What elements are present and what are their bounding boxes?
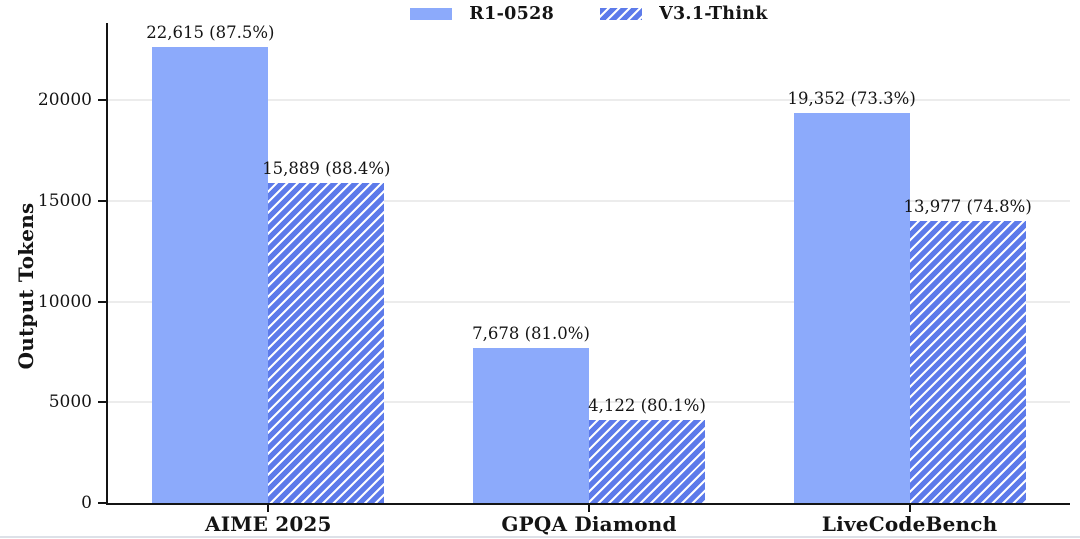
- bar-value-label-r1-0528-gpqa-diamond: 7,678 (81.0%): [472, 324, 590, 343]
- legend-swatch-solid: [410, 8, 453, 20]
- legend-label-r1-0528: R1-0528: [469, 4, 555, 24]
- bar-value-label-v3-1-think-gpqa-diamond: 4,122 (80.1%): [588, 396, 706, 415]
- bar-value-label-r1-0528-aime-2025: 22,615 (87.5%): [146, 23, 275, 42]
- bar-r1-0528-livecodebench: [793, 113, 910, 503]
- y-tick-15000: [98, 199, 106, 202]
- bar-v3-1-think-gpqa-diamond: [589, 420, 705, 503]
- gridline-15000: [108, 199, 1070, 202]
- legend-label-v31-think: V3.1-Think: [659, 4, 768, 24]
- bar-value-label-v3-1-think-livecodebench: 13,977 (74.8%): [903, 197, 1032, 216]
- gridline-20000: [108, 98, 1070, 101]
- gridline-10000: [108, 300, 1070, 303]
- category-label-aime-2025: AIME 2025: [204, 512, 332, 536]
- bar-v3-1-think-livecodebench: [909, 221, 1026, 503]
- bar-v3-1-think-aime-2025: [268, 183, 385, 503]
- y-tick-label-5000: 5000: [48, 392, 92, 413]
- category-label-livecodebench: LiveCodeBench: [821, 512, 998, 536]
- x-tick-aime-2025: [267, 505, 270, 512]
- x-tick-livecodebench: [908, 505, 911, 512]
- bar-r1-0528-aime-2025: [152, 47, 269, 503]
- category-label-gpqa-diamond: GPQA Diamond: [501, 512, 677, 536]
- bar-value-label-r1-0528-livecodebench: 19,352 (73.3%): [787, 89, 916, 108]
- gridline-5000: [108, 401, 1070, 404]
- y-tick-0: [98, 502, 106, 504]
- y-axis-title: Output Tokens: [14, 202, 38, 370]
- legend-item-v31-think: V3.1-Think: [600, 4, 768, 24]
- bar-r1-0528-gpqa-diamond: [473, 348, 589, 503]
- y-tick-5000: [98, 401, 106, 404]
- legend-swatch-hatched: [600, 8, 643, 20]
- bottom-divider: [0, 536, 1080, 538]
- x-tick-gpqa-diamond: [588, 505, 590, 512]
- bar-value-label-v3-1-think-aime-2025: 15,889 (88.4%): [262, 159, 391, 178]
- y-tick-label-0: 0: [81, 493, 92, 513]
- y-tick-20000: [98, 98, 106, 101]
- legend-item-r1-0528: R1-0528: [410, 4, 554, 24]
- chart-legend: R1-0528 V3.1-Think: [108, 0, 1070, 28]
- y-tick-label-15000: 15000: [37, 190, 92, 211]
- y-tick-label-10000: 10000: [37, 291, 92, 312]
- plot-area: 0 5000 10000 15000 20000 AIME 2025 22,615 (87.…: [38, 23, 1070, 536]
- y-tick-10000: [98, 300, 106, 303]
- y-tick-label-20000: 20000: [37, 89, 92, 110]
